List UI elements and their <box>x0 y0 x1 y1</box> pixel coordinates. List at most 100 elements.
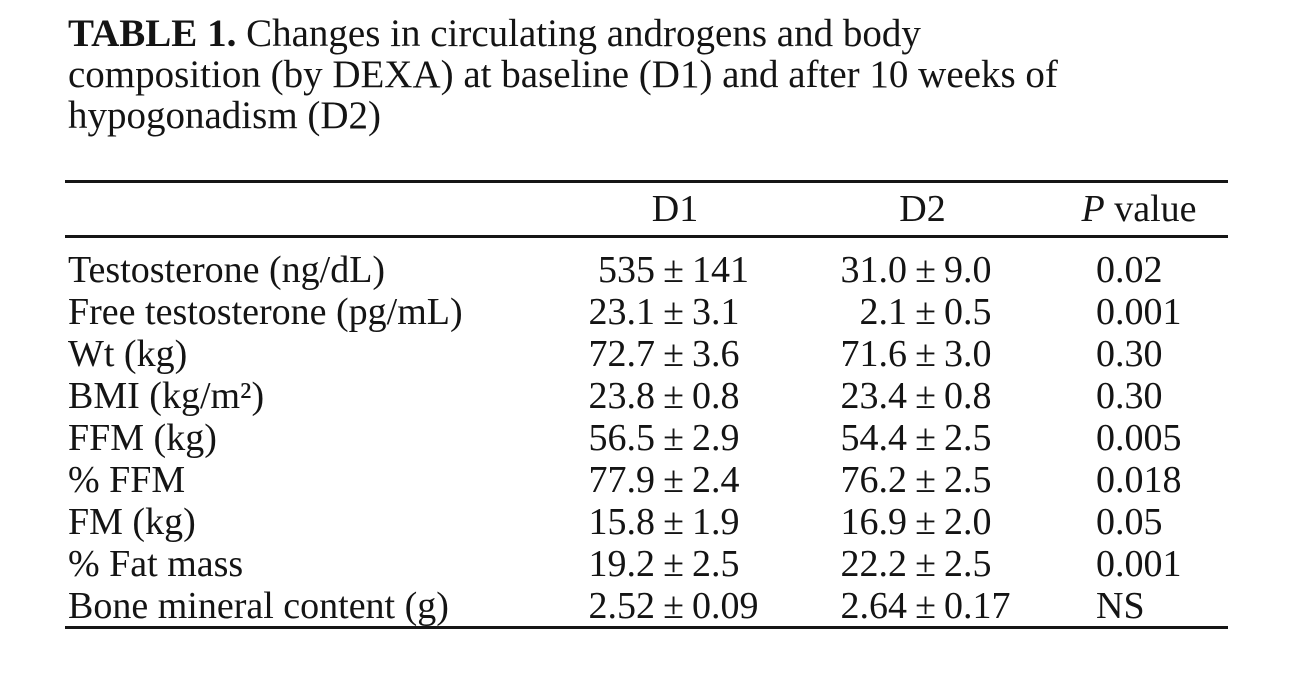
table-caption: TABLE 1. Changes in circulating androgen… <box>68 13 1208 136</box>
p-value-cell: 0.018 <box>1096 459 1182 501</box>
p-value-cell: NS <box>1096 585 1145 627</box>
plus-minus-sign: ± <box>663 249 684 291</box>
d2-mean: 71.6 <box>840 333 908 375</box>
d2-cell: 22.2 ±2.5 <box>795 542 1050 586</box>
caption-line-3: hypogonadism (D2) <box>68 94 382 137</box>
row-label: % FFM <box>68 459 186 501</box>
table-row: % FFM 77.9 ±2.4 76.2 ±2.5 0.018 <box>65 458 1228 502</box>
table-row: FM (kg) 15.8 ±1.9 16.9 ±2.0 0.05 <box>65 500 1228 544</box>
d1-cell: 23.1 ±3.1 <box>515 290 795 334</box>
d1-cell: 77.9 ±2.4 <box>515 458 795 502</box>
d2-cell: 54.4 ±2.5 <box>795 416 1050 460</box>
d1-sd: 1.9 <box>692 501 740 543</box>
d2-mean: 16.9 <box>840 501 908 543</box>
plus-minus-sign: ± <box>915 459 936 501</box>
row-label: BMI (kg/m²) <box>68 375 265 417</box>
plus-minus-sign: ± <box>915 501 936 543</box>
d1-mean: 19.2 <box>588 543 656 585</box>
row-label: Bone mineral content (g) <box>68 585 449 627</box>
plus-minus-sign: ± <box>663 585 684 627</box>
d1-sd: 3.6 <box>692 333 740 375</box>
table-row: Free testosterone (pg/mL) 23.1 ±3.1 2.1 ±0… <box>65 290 1228 334</box>
d2-mean: 2.1 <box>859 291 908 333</box>
d1-mean: 15.8 <box>588 501 656 543</box>
table-body: Testosterone (ng/dL) 535 ±141 31.0 ±9.0 0.… <box>65 238 1228 628</box>
plus-minus-sign: ± <box>915 249 936 291</box>
d1-sd: 141 <box>692 249 749 291</box>
d2-cell: 2.1 ±0.5 <box>795 290 1050 334</box>
table-number: TABLE 1. <box>68 12 237 55</box>
d1-cell: 2.52 ±0.09 <box>515 584 795 628</box>
row-label: FM (kg) <box>68 501 196 543</box>
d1-cell: 72.7 ±3.6 <box>515 332 795 376</box>
plus-minus-sign: ± <box>663 375 684 417</box>
d1-sd: 2.4 <box>692 459 740 501</box>
table-row: % Fat mass 19.2 ±2.5 22.2 ±2.5 0.001 <box>65 542 1228 586</box>
d2-sd: 2.5 <box>944 543 992 585</box>
d1-sd: 3.1 <box>692 291 740 333</box>
d1-mean: 535 <box>598 249 655 291</box>
d2-sd: 0.17 <box>944 585 1011 627</box>
d1-cell: 56.5 ±2.9 <box>515 416 795 460</box>
plus-minus-sign: ± <box>663 291 684 333</box>
d1-cell: 19.2 ±2.5 <box>515 542 795 586</box>
d1-mean: 56.5 <box>588 417 656 459</box>
p-rest: value <box>1114 188 1197 230</box>
table-row: Testosterone (ng/dL) 535 ±141 31.0 ±9.0 0.… <box>65 248 1228 292</box>
caption-line-2: composition (by DEXA) at baseline (D1) a… <box>68 53 1058 96</box>
d2-mean: 54.4 <box>840 417 908 459</box>
p-value-cell: 0.005 <box>1096 417 1182 459</box>
d2-sd: 2.5 <box>944 417 992 459</box>
caption-line-1: TABLE 1. Changes in circulating androgen… <box>68 13 1208 54</box>
d2-cell: 2.64 ±0.17 <box>795 584 1050 628</box>
table-header-row: D1 D2 P value <box>65 183 1228 238</box>
d1-mean: 2.52 <box>588 585 656 627</box>
d1-sd: 2.5 <box>692 543 740 585</box>
plus-minus-sign: ± <box>663 417 684 459</box>
d2-cell: 76.2 ±2.5 <box>795 458 1050 502</box>
row-label: FFM (kg) <box>68 417 217 459</box>
d1-sd: 0.8 <box>692 375 740 417</box>
d1-cell: 23.8 ±0.8 <box>515 374 795 418</box>
d2-mean: 31.0 <box>840 249 908 291</box>
d2-sd: 0.5 <box>944 291 992 333</box>
p-symbol: P <box>1081 188 1105 230</box>
d1-sd: 0.09 <box>692 585 759 627</box>
d2-sd: 2.0 <box>944 501 992 543</box>
plus-minus-sign: ± <box>915 291 936 333</box>
row-label: Testosterone (ng/dL) <box>68 249 386 291</box>
d2-sd: 3.0 <box>944 333 992 375</box>
p-value-cell: 0.001 <box>1096 543 1182 585</box>
d1-cell: 15.8 ±1.9 <box>515 500 795 544</box>
d2-cell: 23.4 ±0.8 <box>795 374 1050 418</box>
plus-minus-sign: ± <box>915 375 936 417</box>
d1-cell: 535 ±141 <box>515 248 795 292</box>
d2-mean: 22.2 <box>840 543 908 585</box>
d2-mean: 76.2 <box>840 459 908 501</box>
data-table: D1 D2 P value Testosterone (ng/dL) 535 ±1… <box>65 180 1228 629</box>
table-row: Wt (kg) 72.7 ±3.6 71.6 ±3.0 0.30 <box>65 332 1228 376</box>
plus-minus-sign: ± <box>915 333 936 375</box>
d2-cell: 31.0 ±9.0 <box>795 248 1050 292</box>
d2-sd: 9.0 <box>944 249 992 291</box>
plus-minus-sign: ± <box>663 501 684 543</box>
d2-sd: 0.8 <box>944 375 992 417</box>
header-d2: D2 <box>899 188 946 230</box>
table-row: Bone mineral content (g) 2.52 ±0.09 2.64 ±… <box>65 584 1228 628</box>
p-value-cell: 0.30 <box>1096 375 1163 417</box>
row-label: % Fat mass <box>68 543 244 585</box>
header-p-value: P value <box>1050 187 1228 231</box>
d1-mean: 23.8 <box>588 375 656 417</box>
table-row: FFM (kg) 56.5 ±2.9 54.4 ±2.5 0.005 <box>65 416 1228 460</box>
row-label: Free testosterone (pg/mL) <box>68 291 463 333</box>
plus-minus-sign: ± <box>663 459 684 501</box>
d2-cell: 16.9 ±2.0 <box>795 500 1050 544</box>
plus-minus-sign: ± <box>663 333 684 375</box>
d1-sd: 2.9 <box>692 417 740 459</box>
p-value-cell: 0.05 <box>1096 501 1163 543</box>
d1-mean: 77.9 <box>588 459 656 501</box>
plus-minus-sign: ± <box>663 543 684 585</box>
p-value-cell: 0.001 <box>1096 291 1182 333</box>
header-d1: D1 <box>651 188 699 230</box>
